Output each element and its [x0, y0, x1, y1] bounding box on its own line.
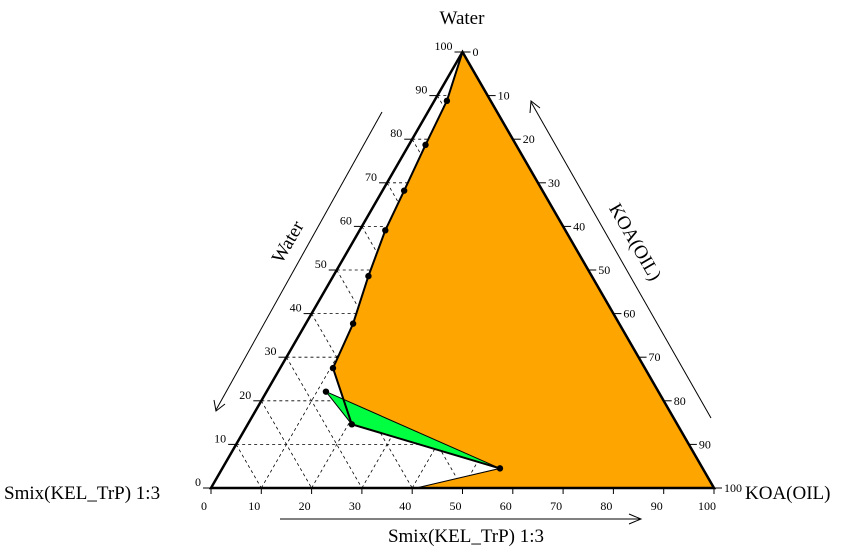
tick-label-smix: 10 [248, 499, 260, 513]
tick-label-water: 20 [239, 388, 251, 402]
data-point [329, 364, 337, 372]
data-point [422, 141, 429, 149]
data-point [349, 320, 357, 327]
bottom-axis-title: Smix(KEL_TrP) 1:3 [388, 526, 544, 547]
tick-label-smix: 20 [299, 499, 311, 513]
tick-label-water: 100 [435, 39, 453, 53]
tick-label-smix: 0 [201, 499, 207, 513]
tick-label-oil: 30 [548, 176, 560, 190]
tick-label-oil: 50 [598, 263, 610, 277]
tick-label-water: 80 [390, 126, 402, 140]
data-point [443, 97, 451, 105]
right-axis-title: KOA(OIL) [604, 200, 665, 285]
tick-label-oil: 10 [498, 89, 510, 103]
tick-label-oil: 40 [573, 219, 585, 233]
tick-label-oil: 0 [473, 45, 479, 59]
right-axis-arrowhead [529, 100, 541, 114]
tick-label-water: 30 [264, 344, 276, 358]
tick-label-oil: 80 [674, 394, 686, 408]
tick-label-oil: 60 [623, 307, 635, 321]
boundary-curve [331, 51, 501, 470]
left-axis-arrowhead [213, 399, 226, 412]
grid-line-oil [311, 139, 514, 489]
tick-label-water: 40 [290, 301, 302, 315]
apex-label-right: KOA(OIL) [745, 483, 830, 504]
tick-label-water: 60 [340, 213, 352, 227]
right-axis-arrow [530, 101, 712, 419]
tick-label-water: 90 [415, 83, 427, 97]
apex-label-top: Water [440, 8, 486, 29]
tick-label-oil: 100 [724, 481, 742, 495]
tick-marks [203, 51, 722, 494]
bottom-axis-arrowhead [628, 513, 643, 525]
tick-label-water: 50 [315, 257, 327, 271]
tick-label-smix: 30 [349, 499, 361, 513]
tick-label-smix: 50 [450, 499, 462, 513]
tick-label-water: 10 [214, 431, 226, 445]
data-point [382, 227, 389, 234]
data-point [365, 272, 372, 280]
tick-label-smix: 60 [500, 499, 512, 513]
tick-label-oil: 70 [649, 350, 661, 364]
tick-label-smix: 40 [399, 499, 411, 513]
data-point [348, 421, 356, 428]
tick-label-water: 70 [365, 170, 377, 184]
data-point [400, 187, 408, 194]
grid-line-smix [260, 400, 312, 489]
left-axis-title: Water [268, 217, 309, 267]
apex-label-left: Smix(KEL_TrP) 1:3 [4, 483, 160, 504]
data-point [496, 465, 504, 472]
tick-label-smix: 100 [698, 499, 716, 513]
left-axis-arrow [215, 111, 383, 411]
tick-label-oil: 90 [699, 437, 711, 451]
boundary-points [322, 97, 504, 472]
tick-label-water: 0 [195, 475, 201, 489]
grid-line-smix [235, 444, 262, 489]
tick-label-smix: 80 [600, 499, 612, 513]
tick-label-smix: 70 [550, 499, 562, 513]
tick-label-smix: 90 [651, 499, 663, 513]
data-point [322, 388, 330, 395]
grid-line-smix [286, 357, 363, 489]
tick-label-oil: 20 [523, 132, 535, 146]
